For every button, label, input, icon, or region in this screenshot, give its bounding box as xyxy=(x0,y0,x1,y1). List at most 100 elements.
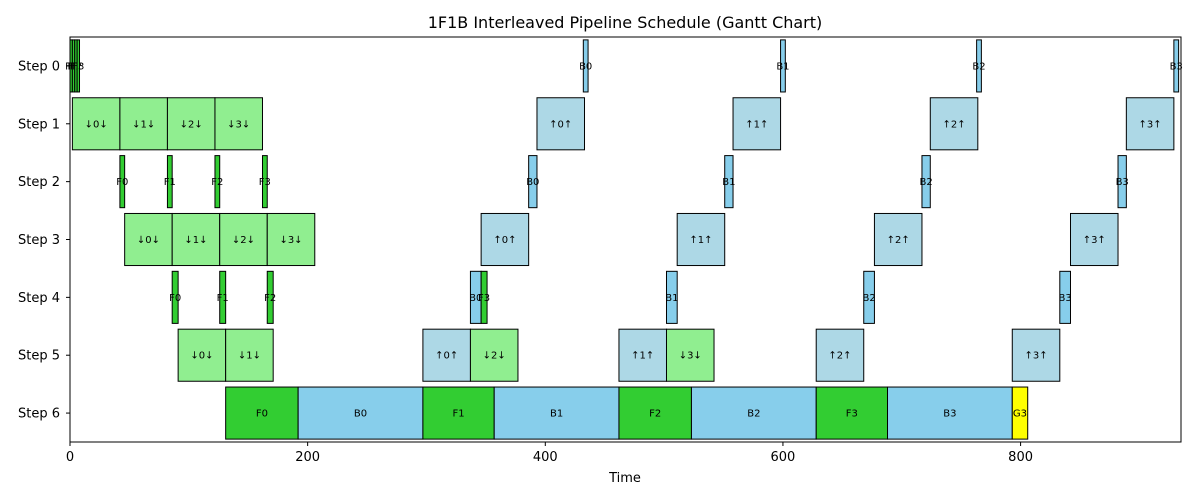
task-label: B0 xyxy=(579,61,592,72)
task-bar xyxy=(1011,328,1061,382)
task-label: B1 xyxy=(722,177,735,188)
y-tick-label: Step 3 xyxy=(18,233,60,248)
x-tick-label: 0 xyxy=(66,450,74,465)
task-bar xyxy=(873,212,923,267)
task-label: ↑2↑ xyxy=(942,119,965,130)
task-bar xyxy=(171,212,221,267)
task-bar xyxy=(887,386,1013,440)
task-label: F3 xyxy=(846,409,858,420)
task-bar xyxy=(1173,39,1180,93)
task-label: F1 xyxy=(452,409,464,420)
task-label: F1 xyxy=(68,61,80,72)
task-bar xyxy=(732,97,782,151)
task-bar xyxy=(219,270,227,324)
task-bar xyxy=(261,155,268,209)
task-bar xyxy=(214,97,263,151)
task-label: ↓0↓ xyxy=(137,235,160,246)
task-label: F2 xyxy=(649,409,661,420)
task-bar xyxy=(225,386,299,440)
task-bar xyxy=(528,155,538,209)
task-bar xyxy=(1069,212,1119,267)
y-tick-label: Step 0 xyxy=(18,59,60,74)
task-label: B2 xyxy=(747,409,760,420)
chart-title: 1F1B Interleaved Pipeline Schedule (Gant… xyxy=(428,13,823,32)
task-bar xyxy=(676,212,726,267)
task-bar xyxy=(266,270,274,324)
task-label: ↓2↓ xyxy=(180,119,203,130)
task-bar xyxy=(665,328,715,382)
task-bar xyxy=(480,270,488,324)
task-label: F1 xyxy=(217,293,229,304)
task-bar xyxy=(219,212,268,267)
task-bar xyxy=(171,270,179,324)
task-bar xyxy=(929,97,979,151)
plot-frame xyxy=(69,36,1182,443)
task-bar xyxy=(493,386,620,440)
task-label: ↓3↓ xyxy=(227,119,250,130)
y-tick-label: Step 4 xyxy=(18,291,60,306)
y-tick-label: Step 5 xyxy=(18,349,60,364)
y-axis-labels: Step 0 Step 1 Step 2 Step 3 Step 4 Step 5 Step… xyxy=(18,59,70,422)
task-label: ↑2↑ xyxy=(828,351,851,362)
task-bar xyxy=(480,212,530,267)
task-label: F0 xyxy=(169,293,181,304)
task-label: F2 xyxy=(264,293,276,304)
task-label: ↑3↑ xyxy=(1024,351,1047,362)
task-label: B3 xyxy=(1116,177,1129,188)
task-bar xyxy=(177,328,227,382)
task-label: ↑1↑ xyxy=(745,119,768,130)
task-label: B1 xyxy=(776,61,789,72)
task-label: ↑1↑ xyxy=(631,351,654,362)
task-label: ↑3↑ xyxy=(1083,235,1106,246)
task-bar xyxy=(618,386,692,440)
task-label: ↓1↓ xyxy=(184,235,207,246)
x-tick-label: 200 xyxy=(295,450,320,465)
task-bar xyxy=(976,39,982,93)
task-label: ↓2↓ xyxy=(232,235,255,246)
task-label: B0 xyxy=(526,177,539,188)
task-label: ↑1↑ xyxy=(689,235,712,246)
task-bar xyxy=(119,97,168,151)
task-label: B2 xyxy=(920,177,933,188)
task-bar xyxy=(921,155,931,209)
x-axis-title: Time xyxy=(608,471,641,486)
task-bar xyxy=(815,386,889,440)
task-bar xyxy=(1059,270,1071,324)
task-bar xyxy=(665,270,678,324)
task-bar xyxy=(225,328,274,382)
task-label: B2 xyxy=(862,293,875,304)
task-label: ↓3↓ xyxy=(279,235,302,246)
task-label: B3 xyxy=(1170,61,1183,72)
task-label: B1 xyxy=(665,293,678,304)
y-tick-label: Step 2 xyxy=(18,175,60,190)
task-bar xyxy=(863,270,875,324)
y-tick-label: Step 6 xyxy=(18,407,60,422)
task-label: F0 xyxy=(116,177,128,188)
task-bar xyxy=(469,328,519,382)
task-label: ↓2↓ xyxy=(483,351,506,362)
task-label: F1 xyxy=(164,177,176,188)
task-bar xyxy=(119,155,126,209)
task-bar xyxy=(166,97,216,151)
task-label: F3 xyxy=(259,177,271,188)
task-label: F2 xyxy=(70,61,82,72)
task-label: B0 xyxy=(469,293,482,304)
task-label: F0 xyxy=(65,61,77,72)
task-label: B2 xyxy=(972,61,985,72)
task-label: ↑0↑ xyxy=(549,119,572,130)
task-bar xyxy=(1011,386,1029,440)
task-label: B3 xyxy=(1059,293,1072,304)
task-label: F3 xyxy=(72,61,84,72)
task-label: ↑0↑ xyxy=(493,235,516,246)
task-bar xyxy=(266,212,316,267)
task-bar xyxy=(582,39,589,93)
task-bar xyxy=(1117,155,1127,209)
task-bar xyxy=(124,212,173,267)
task-bar xyxy=(815,328,865,382)
task-label: B3 xyxy=(943,409,956,420)
task-label: F0 xyxy=(256,409,268,420)
task-label: B0 xyxy=(354,409,367,420)
task-label: G3 xyxy=(1013,409,1027,420)
task-label: ↓1↓ xyxy=(238,351,261,362)
